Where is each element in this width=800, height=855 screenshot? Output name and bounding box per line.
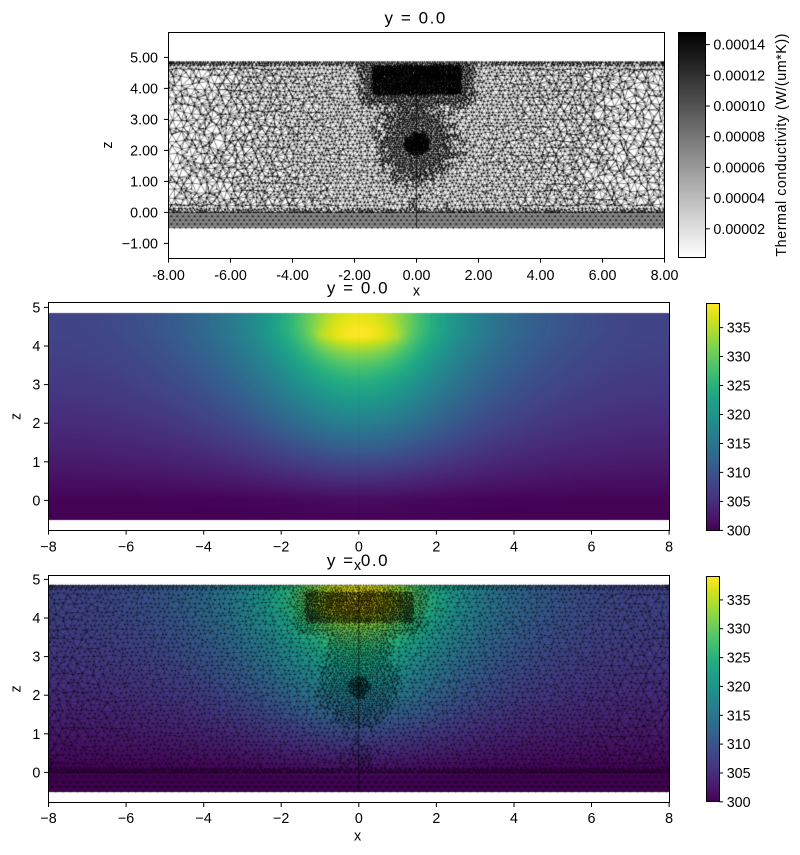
svg-text:2: 2 — [432, 539, 440, 555]
svg-text:x: x — [354, 558, 361, 574]
svg-text:8: 8 — [665, 539, 673, 555]
svg-text:4.00: 4.00 — [527, 268, 555, 284]
svg-text:2: 2 — [432, 811, 440, 827]
svg-text:z: z — [100, 141, 116, 148]
svg-text:−8: −8 — [40, 811, 56, 827]
svg-text:330: 330 — [727, 622, 751, 638]
svg-text:335: 335 — [727, 593, 751, 609]
svg-text:0: 0 — [355, 539, 363, 555]
svg-text:2: 2 — [32, 688, 40, 704]
svg-text:x: x — [354, 829, 361, 845]
svg-text:1.00: 1.00 — [130, 174, 158, 190]
svg-text:320: 320 — [727, 679, 751, 695]
svg-text:325: 325 — [727, 651, 751, 667]
svg-text:300: 300 — [727, 523, 751, 539]
svg-text:0: 0 — [355, 811, 363, 827]
svg-text:4: 4 — [32, 339, 40, 355]
svg-text:320: 320 — [727, 408, 751, 424]
svg-text:4.00: 4.00 — [130, 81, 158, 97]
svg-text:300: 300 — [727, 795, 751, 811]
svg-text:−2: −2 — [273, 811, 289, 827]
svg-text:−2: −2 — [273, 539, 289, 555]
svg-text:y = 0.0: y = 0.0 — [327, 551, 389, 570]
svg-text:305: 305 — [727, 494, 751, 510]
svg-text:335: 335 — [727, 321, 751, 337]
svg-text:0.00010: 0.00010 — [713, 99, 765, 115]
svg-text:1: 1 — [32, 455, 40, 471]
svg-text:−1.00: −1.00 — [122, 236, 158, 252]
svg-text:x: x — [413, 284, 420, 300]
svg-text:2.00: 2.00 — [465, 268, 493, 284]
svg-text:315: 315 — [727, 708, 751, 724]
svg-text:6.00: 6.00 — [589, 268, 617, 284]
svg-text:2: 2 — [32, 416, 40, 432]
svg-text:y = 0.0: y = 0.0 — [327, 278, 389, 297]
svg-text:305: 305 — [727, 766, 751, 782]
svg-text:-6.00: -6.00 — [214, 268, 247, 284]
svg-text:0.00004: 0.00004 — [713, 191, 765, 207]
svg-text:8: 8 — [665, 811, 673, 827]
svg-text:−4: −4 — [196, 811, 212, 827]
svg-text:0.00: 0.00 — [403, 268, 431, 284]
svg-text:-4.00: -4.00 — [276, 268, 309, 284]
svg-text:z: z — [9, 413, 25, 420]
svg-text:4: 4 — [32, 611, 40, 627]
svg-text:315: 315 — [727, 437, 751, 453]
svg-text:y = 0.0: y = 0.0 — [385, 8, 447, 27]
svg-text:8.00: 8.00 — [651, 268, 679, 284]
svg-text:325: 325 — [727, 379, 751, 395]
svg-text:5.00: 5.00 — [130, 50, 158, 66]
svg-text:z: z — [9, 685, 25, 692]
svg-text:−6: −6 — [118, 539, 134, 555]
svg-text:−4: −4 — [196, 539, 212, 555]
svg-text:0: 0 — [32, 493, 40, 509]
svg-text:0: 0 — [32, 765, 40, 781]
svg-text:3.00: 3.00 — [130, 112, 158, 128]
svg-text:3: 3 — [32, 378, 40, 394]
svg-text:4: 4 — [510, 539, 518, 555]
svg-text:0.00014: 0.00014 — [713, 38, 765, 54]
svg-text:−6: −6 — [118, 811, 134, 827]
svg-text:310: 310 — [727, 737, 751, 753]
svg-text:3: 3 — [32, 650, 40, 666]
svg-text:5: 5 — [32, 300, 40, 316]
svg-text:0.00008: 0.00008 — [713, 130, 765, 146]
svg-text:-2.00: -2.00 — [338, 268, 371, 284]
svg-text:0.00012: 0.00012 — [713, 68, 765, 84]
svg-text:310: 310 — [727, 465, 751, 481]
svg-text:330: 330 — [727, 350, 751, 366]
svg-text:0.00002: 0.00002 — [713, 222, 765, 238]
svg-text:6: 6 — [588, 811, 596, 827]
svg-text:1: 1 — [32, 727, 40, 743]
svg-text:2.00: 2.00 — [130, 143, 158, 159]
svg-text:0.00: 0.00 — [130, 205, 158, 221]
svg-text:0.00006: 0.00006 — [713, 160, 765, 176]
svg-text:4: 4 — [510, 811, 518, 827]
svg-text:-8.00: -8.00 — [152, 268, 185, 284]
svg-text:Thermal conductivity (W/(um*K): Thermal conductivity (W/(um*K)) — [774, 33, 790, 257]
svg-text:5: 5 — [32, 572, 40, 588]
svg-text:−8: −8 — [40, 539, 56, 555]
svg-text:6: 6 — [588, 539, 596, 555]
